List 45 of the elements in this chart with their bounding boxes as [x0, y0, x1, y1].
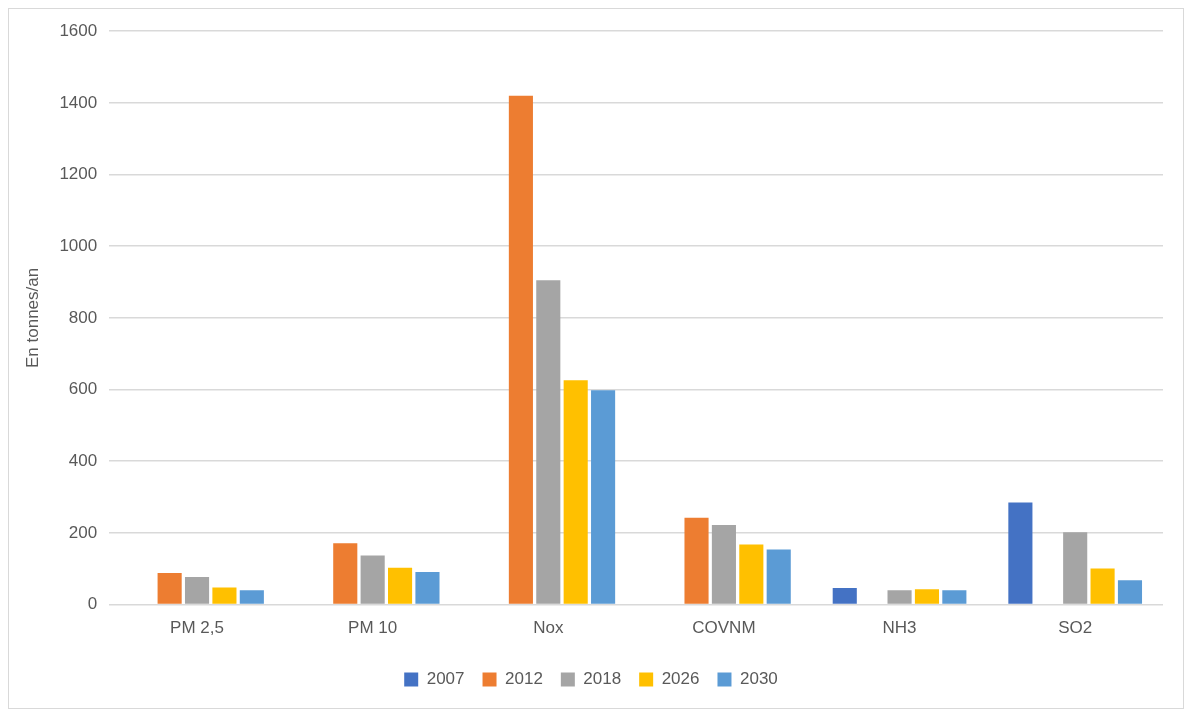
bar: [942, 590, 967, 604]
bar: [711, 525, 736, 604]
y-tick-label: 1000: [59, 235, 98, 255]
x-tick-label: PM 10: [348, 618, 398, 638]
bar: [536, 280, 561, 604]
legend-label: 2018: [583, 669, 622, 689]
bar: [415, 571, 440, 604]
bar: [333, 543, 358, 604]
bar: [157, 573, 182, 604]
bar: [887, 590, 912, 604]
y-tick-label: 400: [68, 450, 98, 470]
legend-label: 2007: [426, 669, 465, 689]
y-tick-label: 1200: [59, 164, 98, 184]
bar: [212, 587, 237, 604]
x-tick-label: Nox: [533, 618, 564, 638]
y-tick-label: 200: [68, 522, 98, 542]
bar: [184, 577, 210, 604]
bar: [739, 544, 764, 604]
x-tick-label: PM 2,5: [170, 618, 224, 638]
bar: [1090, 568, 1115, 604]
y-tick-label: 1400: [59, 92, 98, 112]
bar: [766, 549, 791, 604]
legend-label: 2012: [505, 669, 543, 689]
bar: [508, 95, 533, 604]
y-tick-label: 0: [87, 594, 98, 614]
legend-label: 2030: [739, 669, 778, 689]
x-tick-label: NH3: [882, 618, 917, 638]
bar: [563, 380, 588, 604]
y-axis-title: En tonnes/an: [22, 267, 42, 368]
bar: [591, 390, 616, 604]
bar: [1008, 502, 1033, 604]
bar: [1117, 580, 1143, 604]
y-tick-label: 1600: [59, 20, 98, 40]
bar: [832, 588, 857, 604]
bar: [360, 555, 385, 604]
bar: [239, 590, 264, 604]
bar: [684, 517, 709, 604]
y-tick-label: 800: [68, 307, 98, 327]
legend-label: 2026: [661, 669, 700, 689]
bar: [914, 589, 940, 604]
x-tick-label: COVNM: [692, 618, 756, 638]
x-tick-label: SO2: [1058, 618, 1093, 638]
bar: [1063, 532, 1088, 604]
bar: [388, 567, 413, 604]
y-tick-label: 600: [68, 379, 98, 399]
